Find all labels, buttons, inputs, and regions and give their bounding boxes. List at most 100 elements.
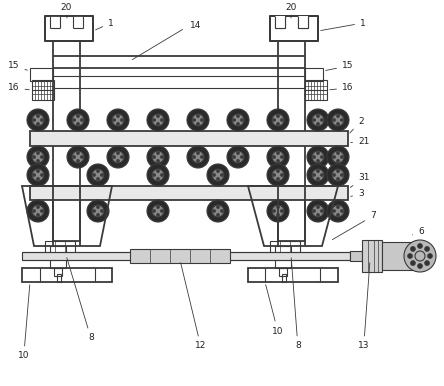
Text: 12: 12 [181,263,206,350]
Circle shape [313,156,316,159]
Circle shape [112,114,124,126]
Circle shape [116,152,119,155]
Bar [50,246,66,268]
Bar [298,16,308,28]
Circle shape [76,115,79,118]
Bar [275,16,285,28]
Circle shape [233,119,236,122]
Text: 8: 8 [291,258,301,350]
Text: 16: 16 [8,83,29,93]
Circle shape [72,114,84,126]
Circle shape [156,159,159,163]
Circle shape [87,200,109,222]
Circle shape [307,164,329,186]
Circle shape [113,156,115,159]
Circle shape [32,169,44,181]
Circle shape [67,109,89,131]
Bar [350,251,362,261]
Circle shape [36,115,40,118]
Text: 21: 21 [351,137,369,146]
Circle shape [160,173,163,176]
Text: 16: 16 [330,83,353,93]
Circle shape [267,200,289,222]
Circle shape [36,170,40,173]
Circle shape [212,205,224,217]
Circle shape [152,205,164,217]
Circle shape [100,173,103,176]
Circle shape [327,109,349,131]
Bar [50,16,60,28]
Circle shape [217,206,219,209]
Circle shape [277,159,280,163]
Circle shape [217,170,219,173]
Circle shape [40,173,44,176]
Circle shape [267,164,289,186]
Circle shape [32,151,44,163]
Circle shape [237,152,239,155]
Bar [54,268,62,276]
Circle shape [312,205,324,217]
Circle shape [408,254,412,259]
Circle shape [404,240,436,272]
Text: 1: 1 [321,19,366,30]
Circle shape [213,210,216,213]
Circle shape [332,205,344,217]
Circle shape [193,119,196,122]
Circle shape [337,213,340,216]
Circle shape [192,114,204,126]
Circle shape [156,115,159,118]
Circle shape [217,213,219,216]
Circle shape [277,170,280,173]
Circle shape [321,119,323,122]
Circle shape [220,210,223,213]
Circle shape [417,244,423,249]
Circle shape [36,177,40,180]
Circle shape [317,152,320,155]
Circle shape [232,114,244,126]
Circle shape [237,115,239,118]
Circle shape [410,261,416,266]
Circle shape [312,169,324,181]
Circle shape [36,159,40,163]
Circle shape [27,109,49,131]
Circle shape [147,200,169,222]
Circle shape [332,151,344,163]
Circle shape [327,164,349,186]
Circle shape [72,151,84,163]
Circle shape [327,146,349,168]
Text: 15: 15 [8,61,28,71]
Circle shape [333,119,336,122]
Bar [73,16,83,28]
Circle shape [233,156,236,159]
Circle shape [272,169,284,181]
Circle shape [313,210,316,213]
Bar [362,240,382,272]
Circle shape [76,152,79,155]
Circle shape [92,169,104,181]
Circle shape [116,115,119,118]
Circle shape [40,210,44,213]
Text: 7: 7 [333,212,376,240]
Text: 6: 6 [412,227,424,235]
Circle shape [273,173,276,176]
Circle shape [337,170,340,173]
Bar [282,274,286,282]
Text: 2: 2 [350,117,364,133]
Circle shape [277,115,280,118]
Circle shape [27,146,49,168]
Circle shape [424,261,430,266]
Circle shape [160,156,163,159]
Circle shape [187,109,209,131]
Circle shape [220,173,223,176]
Circle shape [267,146,289,168]
Bar [30,186,348,200]
Circle shape [207,164,229,186]
Circle shape [73,119,75,122]
Circle shape [227,146,249,168]
Circle shape [156,170,159,173]
Circle shape [40,156,44,159]
Circle shape [327,200,349,222]
Circle shape [341,173,343,176]
Circle shape [317,115,320,118]
Circle shape [67,146,89,168]
